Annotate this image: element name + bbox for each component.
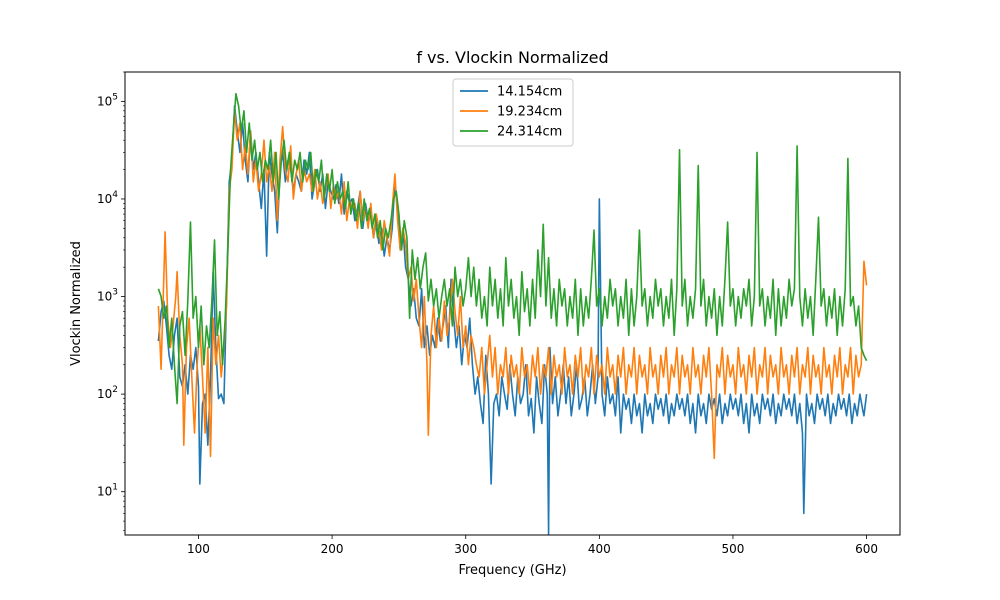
legend-label-2: 24.314cm — [497, 125, 562, 140]
y-tick-label: 104 — [97, 190, 118, 206]
series-layer — [157, 92, 868, 535]
x-axis-label: Frequency (GHz) — [458, 563, 566, 578]
chart-title: f vs. Vlockin Normalized — [416, 48, 608, 67]
x-tick-label: 100 — [187, 542, 210, 556]
x-axis-ticks: 100 200 300 400 500 600 — [187, 535, 878, 556]
y-tick-exponent: 4 — [112, 190, 118, 200]
legend-label-1: 19.234cm — [497, 105, 562, 120]
x-tick-label: 400 — [588, 542, 611, 556]
x-tick-label: 600 — [855, 542, 878, 556]
x-tick-label: 300 — [454, 542, 477, 556]
y-tick-exponent: 3 — [112, 288, 118, 298]
legend-box — [452, 78, 574, 147]
legend: 14.154cm 19.234cm 24.314cm — [452, 78, 574, 147]
plot-frame — [124, 71, 901, 536]
x-tick-label: 500 — [722, 542, 745, 556]
y-tick-label: 101 — [97, 483, 118, 499]
y-tick-label: 103 — [97, 288, 118, 304]
y-tick-exponent: 2 — [112, 385, 118, 395]
y-tick-base: 10 — [97, 485, 112, 499]
y-tick-base: 10 — [97, 387, 112, 401]
legend-label-0: 14.154cm — [497, 85, 562, 100]
y-tick-exponent: 5 — [112, 92, 118, 102]
y-axis-label: Vlockin Normalized — [69, 241, 84, 366]
y-tick-label: 102 — [97, 385, 118, 401]
y-tick-base: 10 — [97, 94, 112, 108]
y-tick-base: 10 — [97, 192, 112, 206]
y-tick-base: 10 — [97, 290, 112, 304]
x-tick-label: 200 — [321, 542, 344, 556]
series-line-2 — [157, 92, 868, 405]
y-tick-exponent: 1 — [112, 483, 118, 493]
series-line-0 — [157, 105, 868, 535]
y-tick-label: 105 — [97, 92, 118, 108]
